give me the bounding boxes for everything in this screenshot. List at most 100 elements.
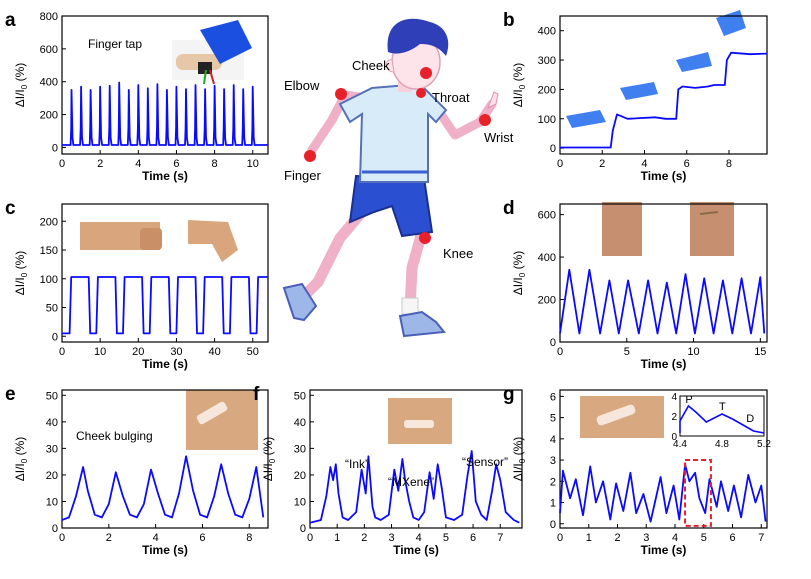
- x-tick-label: 20: [132, 346, 144, 358]
- x-tick-label: 30: [170, 346, 182, 358]
- y-axis-label: ΔI/I0 (%): [13, 251, 29, 295]
- y-tick-label: 0: [52, 523, 58, 535]
- x-tick-label: 10: [247, 158, 259, 170]
- word-label: “Ink”: [345, 457, 369, 471]
- y-axis-label: ΔI/I0 (%): [511, 63, 527, 107]
- x-tick-label: 6: [199, 532, 205, 544]
- y-tick-label: 400: [40, 77, 58, 89]
- y-tick-label: 100: [538, 114, 556, 126]
- finger-bending-photos: [566, 10, 746, 128]
- x-tick-label: 1: [586, 532, 592, 544]
- y-axis-label-main: ΔI/I: [13, 89, 27, 107]
- front-arm: [433, 99, 497, 140]
- inset-x-tick-label: 4.8: [715, 439, 729, 450]
- x-tick-label: 5: [443, 532, 449, 544]
- x-tick-label: 0: [557, 158, 563, 170]
- panel-label: d: [503, 198, 515, 219]
- y-axis-label-subscript: 0: [518, 272, 527, 277]
- y-axis-label: ΔI/I0 (%): [261, 437, 277, 481]
- x-tick-label: 4: [416, 532, 422, 544]
- x-tick-label: 40: [208, 346, 220, 358]
- inset-peak-label: P: [685, 394, 692, 406]
- y-tick-label: 600: [40, 44, 58, 56]
- x-tick-label: 8: [246, 532, 252, 544]
- x-axis-label: Time (s): [142, 543, 188, 557]
- x-tick-label: 10: [94, 346, 106, 358]
- y-axis-label-unit: (%): [261, 437, 275, 459]
- x-axis-label: Time (s): [393, 543, 439, 557]
- y-axis-label-unit: (%): [13, 437, 27, 459]
- inset-x-tick-label: 4.4: [673, 439, 687, 450]
- sensor-markers: [304, 67, 491, 244]
- x-tick-label: 10: [687, 346, 699, 358]
- y-axis-label-unit: (%): [511, 437, 525, 459]
- panel-label: g: [503, 384, 515, 405]
- y-tick-label: 20: [294, 470, 306, 482]
- plot-frame: [61, 389, 269, 529]
- panel-annotation: Finger tap: [88, 37, 142, 51]
- y-tick-label: 0: [550, 143, 556, 155]
- x-tick-label: 0: [59, 346, 65, 358]
- back-leg: [294, 199, 374, 306]
- y-axis-label-unit: (%): [13, 63, 27, 85]
- y-tick-label: 0: [300, 523, 306, 535]
- y-tick-label: 150: [40, 245, 58, 257]
- panel-label: a: [5, 10, 16, 31]
- y-tick-label: 3: [550, 455, 556, 467]
- y-axis-label: ΔI/I0 (%): [13, 437, 29, 481]
- y-tick-label: 200: [40, 216, 58, 228]
- x-tick-label: 8: [726, 158, 732, 170]
- y-tick-label: 600: [538, 210, 556, 222]
- y-tick-label: 0: [550, 337, 556, 349]
- y-axis-label-subscript: 0: [20, 272, 29, 277]
- x-tick-label: 0: [307, 532, 313, 544]
- y-axis-label-subscript: 0: [20, 84, 29, 89]
- inset-peak-label: T: [719, 401, 726, 413]
- cheek-photo: [186, 390, 258, 450]
- body-label-elbow: Elbow: [284, 78, 320, 93]
- x-tick-label: 0: [557, 532, 563, 544]
- ear: [385, 59, 395, 73]
- panel-label: b: [503, 10, 515, 31]
- y-tick-label: 300: [538, 55, 556, 67]
- plot-frame: [559, 15, 768, 155]
- x-tick-label: 6: [173, 158, 179, 170]
- finger-marker: [304, 150, 316, 162]
- body-label-wrist: Wrist: [484, 130, 514, 145]
- x-tick-label: 6: [684, 158, 690, 170]
- y-axis-label: ΔI/I0 (%): [13, 63, 29, 107]
- x-tick-label: 4: [153, 532, 159, 544]
- x-tick-label: 6: [470, 532, 476, 544]
- x-tick-label: 2: [614, 532, 620, 544]
- x-tick-label: 2: [106, 532, 112, 544]
- y-tick-label: 4: [550, 434, 556, 446]
- photo-insets: [80, 10, 746, 450]
- y-tick-label: 50: [46, 390, 58, 402]
- y-axis-label-main: ΔI/I: [511, 463, 525, 481]
- inset-y-tick-label: 2: [671, 412, 677, 423]
- x-tick-label: 15: [754, 346, 766, 358]
- throat-photo: [388, 398, 452, 444]
- y-tick-label: 50: [294, 390, 306, 402]
- series-line: [62, 81, 268, 146]
- inset-peak-label: D: [746, 413, 754, 425]
- x-tick-label: 3: [388, 532, 394, 544]
- y-tick-label: 0: [550, 519, 556, 531]
- y-tick-label: 20: [46, 470, 58, 482]
- y-axis-label-unit: (%): [511, 251, 525, 273]
- throat-marker: [416, 88, 426, 98]
- finger-tap-photo: [172, 20, 252, 85]
- panel-label: e: [5, 384, 16, 405]
- x-tick-label: 6: [729, 532, 735, 544]
- x-tick-label: 2: [599, 158, 605, 170]
- y-axis-label-subscript: 0: [518, 84, 527, 89]
- shorts: [348, 174, 434, 238]
- x-tick-label: 8: [212, 158, 218, 170]
- y-axis-label-unit: (%): [13, 251, 27, 273]
- body-label-cheek: Cheek: [352, 58, 390, 73]
- x-tick-label: 0: [557, 346, 563, 358]
